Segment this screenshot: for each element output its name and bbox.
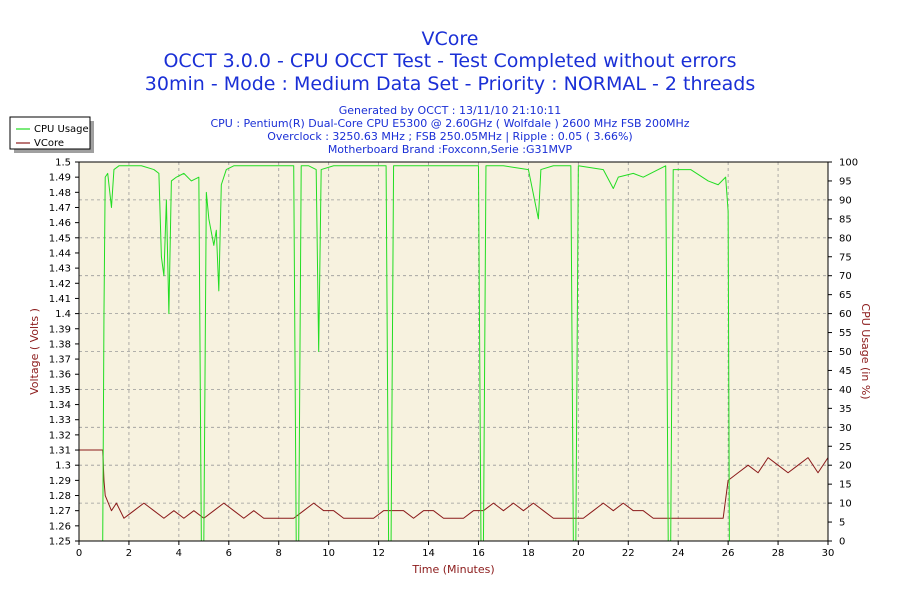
x-tick-label: 20	[572, 548, 585, 559]
x-tick-label: 10	[322, 548, 335, 559]
x-tick-label: 0	[76, 548, 82, 559]
y-tick-label: 1.37	[49, 355, 71, 366]
y2-tick-label: 90	[839, 195, 852, 206]
y-tick-label: 1.33	[49, 415, 71, 426]
y2-tick-label: 100	[839, 158, 858, 169]
y-tick-label: 1.25	[49, 537, 71, 548]
legend-label-vcore: VCore	[34, 138, 64, 149]
y-tick-label: 1.26	[49, 521, 71, 532]
info-motherboard: Motherboard Brand :Foxconn,Serie :G31MVP	[328, 143, 573, 156]
y2-tick-label: 65	[839, 290, 852, 301]
x-tick-label: 6	[226, 548, 232, 559]
chart-subtitle-1: OCCT 3.0.0 - CPU OCCT Test - Test Comple…	[163, 50, 736, 72]
info-cpu: CPU : Pentium(R) Dual-Core CPU E5300 @ 2…	[210, 117, 689, 130]
series-line-vcore	[79, 449, 829, 519]
y2-tick-label: 25	[839, 442, 852, 453]
y2-tick-label: 30	[839, 423, 852, 434]
y-tick-label: 1.41	[49, 294, 71, 305]
x-tick-label: 22	[622, 548, 635, 559]
series-layer	[79, 165, 829, 542]
info-generated: Generated by OCCT : 13/11/10 21:10:11	[339, 104, 562, 117]
y2-tick-label: 85	[839, 214, 852, 225]
x-tick-label: 24	[672, 548, 685, 559]
y2-tick-label: 15	[839, 480, 852, 491]
gridlines	[79, 162, 828, 541]
y2-tick-label: 50	[839, 347, 852, 358]
legend-label-cpu-usage: CPU Usage	[34, 124, 89, 135]
y-tick-label: 1.27	[49, 506, 71, 517]
x-tick-label: 8	[276, 548, 282, 559]
y2-tick-label: 20	[839, 461, 852, 472]
y2-tick-label: 10	[839, 499, 852, 510]
y2-tick-label: 70	[839, 271, 852, 282]
y2-tick-label: 55	[839, 328, 852, 339]
y-tick-label: 1.43	[49, 264, 71, 275]
y2-tick-label: 75	[839, 252, 852, 263]
y-tick-label: 1.42	[49, 279, 71, 290]
x-axis-label: Time (Minutes)	[411, 563, 494, 576]
y-tick-label: 1.48	[49, 188, 71, 199]
chart-legend: CPU Usage VCore	[9, 116, 94, 153]
chart-title: VCore	[422, 28, 479, 50]
y-tick-label: 1.31	[49, 446, 71, 457]
x-tick-label: 4	[176, 548, 182, 559]
y-tick-label: 1.4	[55, 309, 71, 320]
y2-axis-label: CPU Usage (in %)	[859, 303, 872, 399]
y-tick-label: 1.34	[49, 400, 71, 411]
y2-tick-label: 35	[839, 404, 852, 415]
info-overclock: Overclock : 3250.63 MHz ; FSB 250.05MHz …	[267, 130, 632, 143]
y2-tick-label: 95	[839, 176, 852, 187]
y2-tick-label: 45	[839, 366, 852, 377]
y-tick-label: 1.47	[49, 203, 71, 214]
y-tick-label: 1.44	[49, 248, 71, 259]
y-tick-label: 1.29	[49, 476, 71, 487]
y-tick-label: 1.5	[55, 158, 71, 169]
x-tick-label: 30	[822, 548, 835, 559]
y-tick-label: 1.28	[49, 491, 71, 502]
y2-tick-label: 5	[839, 518, 845, 529]
y-tick-label: 1.46	[49, 218, 71, 229]
x-tick-label: 28	[772, 548, 785, 559]
y-tick-label: 1.3	[55, 461, 71, 472]
x-tick-label: 16	[472, 548, 485, 559]
x-tick-label: 26	[722, 548, 735, 559]
y-tick-label: 1.36	[49, 370, 71, 381]
y-tick-label: 1.35	[49, 385, 71, 396]
y-tick-label: 1.32	[49, 430, 71, 441]
y2-tick-label: 80	[839, 233, 852, 244]
chart-subtitle-2: 30min - Mode : Medium Data Set - Priorit…	[145, 73, 755, 95]
y-tick-label: 1.45	[49, 233, 71, 244]
y-tick-label: 1.39	[49, 324, 71, 335]
axis-ticks: 0 2 4 6 8 10 12 14 16 18 20 22 24 26 28 301.251.261.271…	[49, 158, 858, 560]
x-tick-label: 14	[422, 548, 435, 559]
y2-tick-label: 40	[839, 385, 852, 396]
y-tick-label: 1.49	[49, 173, 71, 184]
series-line-cpu-usage	[79, 165, 828, 542]
y2-tick-label: 0	[839, 537, 845, 548]
x-tick-label: 18	[522, 548, 535, 559]
x-tick-label: 2	[126, 548, 132, 559]
y2-tick-label: 60	[839, 309, 852, 320]
y-axis-label: Voltage ( Volts )	[28, 308, 41, 395]
x-tick-label: 12	[372, 548, 385, 559]
y-tick-label: 1.38	[49, 339, 71, 350]
